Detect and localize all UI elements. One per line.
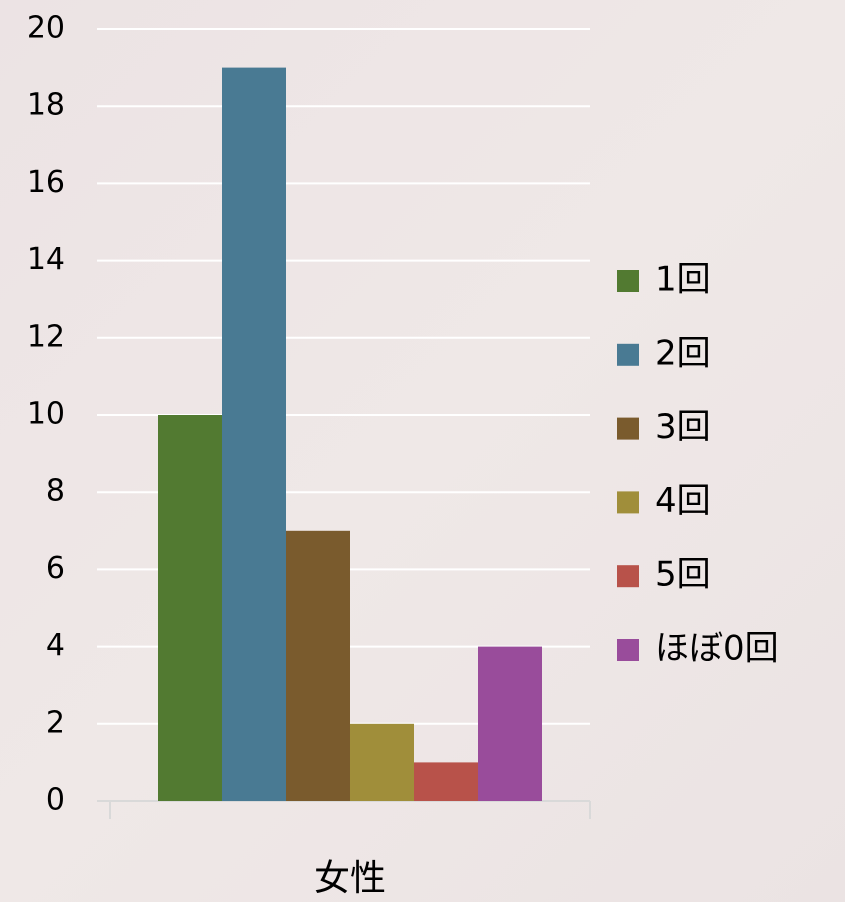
legend-swatch xyxy=(617,417,639,440)
y-tick-label: 18 xyxy=(27,88,65,123)
legend-label: 2回 xyxy=(655,333,711,373)
legend-label: ほぼ0回 xyxy=(655,629,779,669)
y-tick-label: 8 xyxy=(46,474,65,509)
y-tick-label: 20 xyxy=(27,11,65,46)
x-tick-label: 女性 xyxy=(314,858,386,899)
legend-label: 4回 xyxy=(655,481,711,521)
bar xyxy=(286,530,350,801)
y-tick-label: 2 xyxy=(46,705,65,740)
bar xyxy=(350,723,414,801)
bar xyxy=(478,646,542,801)
legend-label: 5回 xyxy=(655,555,711,595)
bar xyxy=(414,762,478,801)
legend-swatch xyxy=(617,343,639,366)
bar xyxy=(158,415,222,801)
y-tick-label: 10 xyxy=(27,397,65,432)
y-tick-label: 0 xyxy=(46,783,65,818)
legend-swatch xyxy=(617,565,639,588)
legend-swatch xyxy=(617,639,639,661)
y-tick-label: 12 xyxy=(27,319,65,354)
y-tick-label: 14 xyxy=(27,242,65,277)
bar xyxy=(222,67,286,802)
legend-label: 1回 xyxy=(655,260,711,300)
legend-swatch xyxy=(617,270,639,292)
y-tick-label: 4 xyxy=(46,628,65,663)
legend-swatch xyxy=(617,491,639,514)
y-tick-label: 16 xyxy=(27,165,65,200)
y-tick-label: 6 xyxy=(46,551,65,586)
legend-label: 3回 xyxy=(655,407,711,447)
